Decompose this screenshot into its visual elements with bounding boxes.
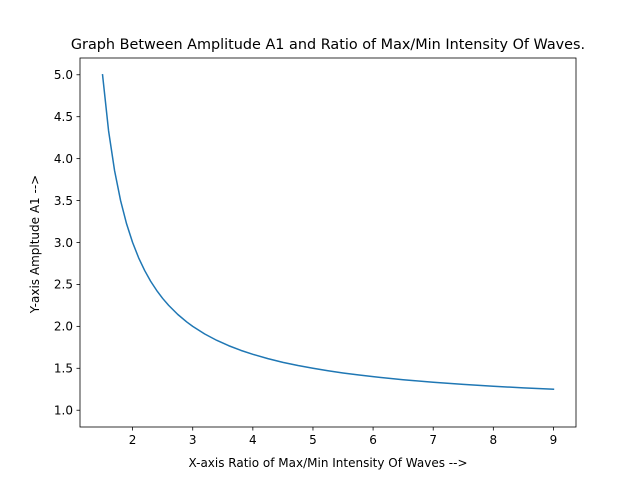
x-tick-label: 8: [490, 433, 498, 447]
plot-area: 2 3 4 5 6 7 8 9 1.0 1.5 2.0 2.5 3.0 3.5 4.0 4.5 5.0: [54, 57, 577, 447]
y-tick-label: 5.0: [54, 68, 73, 82]
y-tick-label: 2.5: [54, 278, 73, 292]
x-tick-label: 6: [369, 433, 377, 447]
x-tick-label: 9: [550, 433, 558, 447]
x-tick-label: 7: [429, 433, 437, 447]
y-tick-label: 2.0: [54, 320, 73, 334]
x-axis-label: X-axis Ratio of Max/Min Intensity Of Wav…: [188, 456, 467, 470]
y-tick-label: 1.0: [54, 404, 73, 418]
y-tick-label: 1.5: [54, 362, 73, 376]
y-tick-label: 4.0: [54, 152, 73, 166]
x-tick-label: 2: [129, 433, 137, 447]
y-tick-label: 3.0: [54, 236, 73, 250]
axes-frame: [79, 57, 577, 428]
y-tick-label: 4.5: [54, 110, 73, 124]
chart-title: Graph Between Amplitude A1 and Ratio of …: [71, 37, 585, 53]
y-axis-label: Y-axis Ampltude A1 -->: [28, 175, 42, 314]
x-tick-label: 5: [309, 433, 317, 447]
y-tick-label: 3.5: [54, 194, 73, 208]
x-tick-label: 3: [189, 433, 197, 447]
series-line-0: [101, 73, 555, 391]
x-tick-label: 4: [249, 433, 257, 447]
